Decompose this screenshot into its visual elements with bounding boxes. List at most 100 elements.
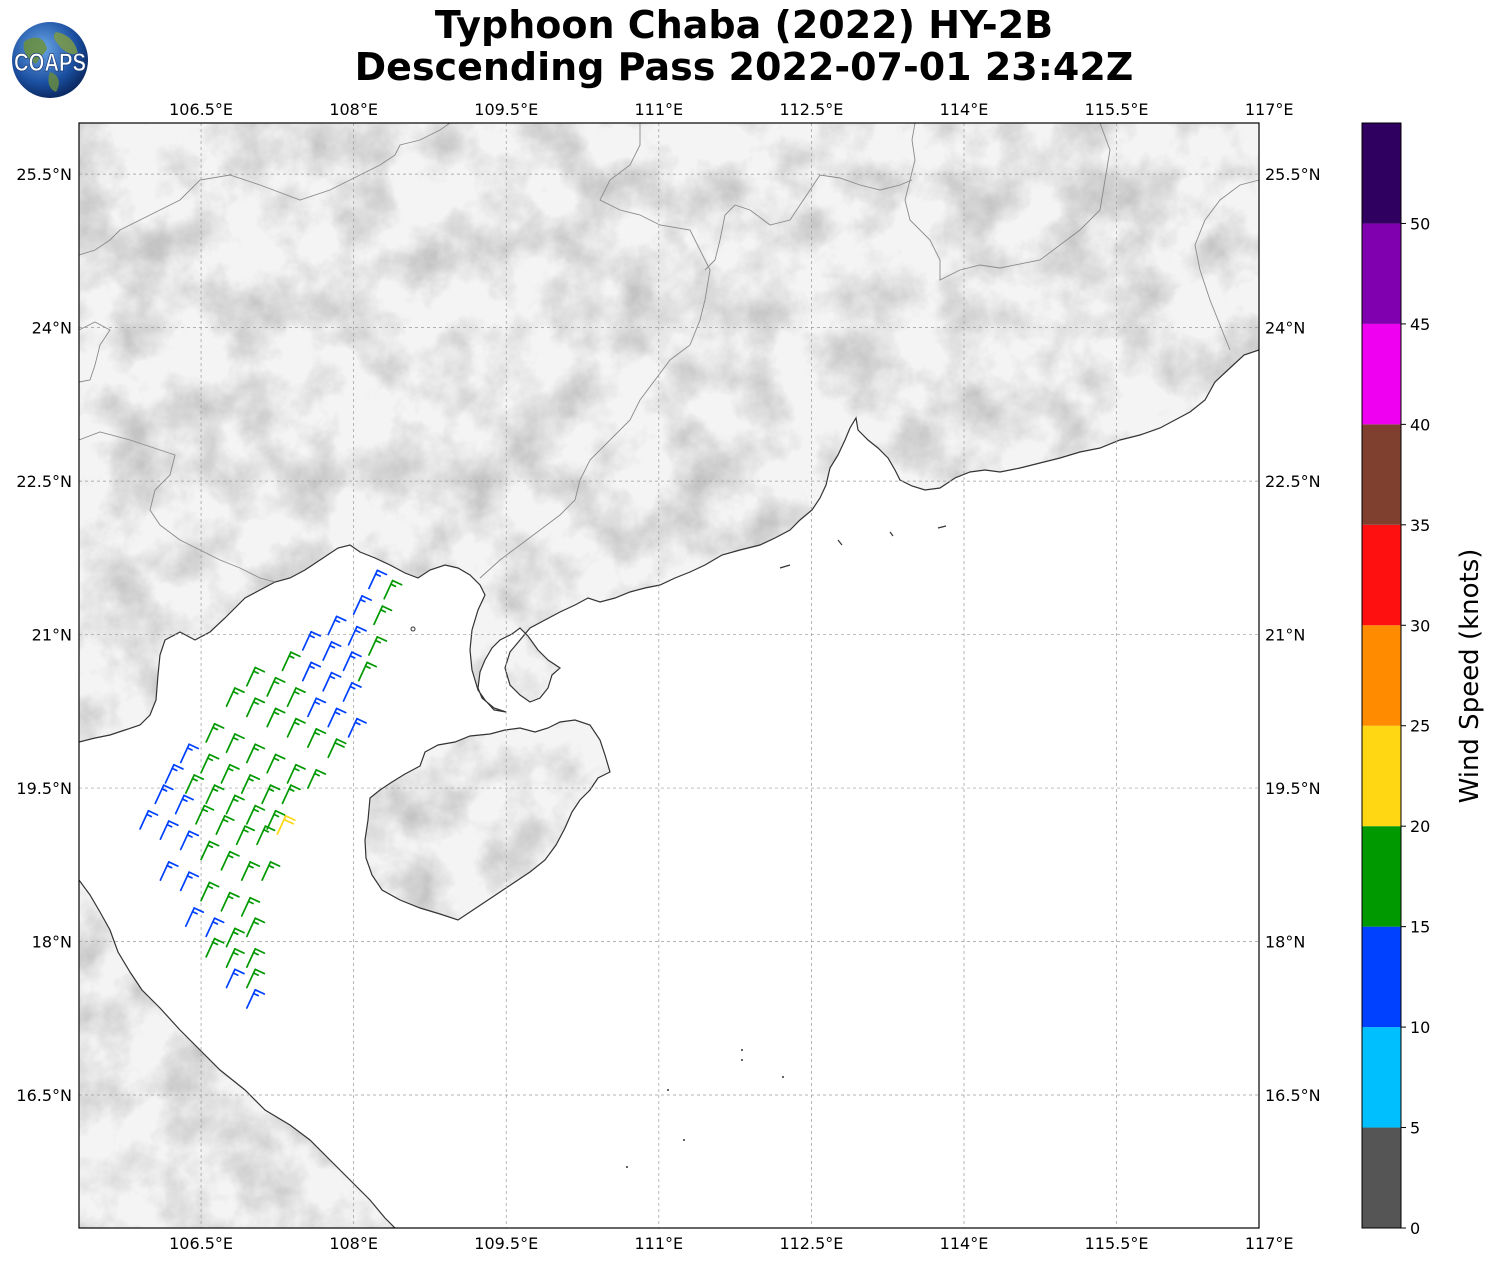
lon-tick-label: 117°E [1245,100,1294,119]
colorbar-tick-label: 10 [1410,1018,1430,1037]
wind-barb [286,763,306,784]
wind-barb [301,661,322,682]
wind-barbs [139,569,403,1009]
wind-barb [301,630,322,651]
wind-barb [164,763,184,784]
wind-barb [261,784,281,805]
wind-barb [327,615,347,636]
wind-barb [266,753,286,774]
wind-barb [220,891,240,912]
colorbar-bin [1362,524,1401,626]
wind-barb [225,687,245,708]
lon-tick-label: 115.5°E [1085,100,1149,119]
map-background [79,123,1259,1228]
wind-barb [225,794,245,815]
colorbar-bin [1362,1027,1401,1128]
colorbar-bin [1362,323,1401,425]
lat-labels-right: 25.5°N 24°N 22.5°N 21°N 19.5°N 18°N 16.5°N [1265,165,1321,1105]
lon-tick-label: 106.5°E [169,1234,233,1253]
colorbar-tick-label: 45 [1410,315,1430,334]
wind-barb [179,871,200,892]
colorbar-bin [1362,725,1401,827]
map-title: Typhoon Chaba (2022) HY-2B Descending Pa… [0,4,1488,88]
wind-barb [256,825,276,846]
wind-barb [307,728,327,748]
lat-tick-label: 19.5°N [16,779,72,798]
colorbar-tick-label: 40 [1410,415,1430,434]
lon-tick-label: 111°E [634,1234,683,1253]
lat-tick-label: 25.5°N [16,165,72,184]
lat-tick-label: 18°N [1265,933,1305,952]
wind-barb [184,907,205,928]
lon-tick-label: 117°E [1245,1234,1294,1253]
wind-barb [225,968,245,989]
colorbar-tick-label: 30 [1410,616,1430,635]
wind-barb [322,671,342,692]
wind-barb [179,830,200,851]
wind-barb [205,784,225,805]
wind-barb [179,743,200,764]
lat-tick-label: 18°N [32,933,72,952]
lat-tick-label: 22.5°N [16,472,72,491]
wind-barb [200,753,220,774]
lat-tick-label: 22.5°N [1265,472,1321,491]
colorbar-tick-label: 35 [1410,516,1430,535]
wind-barb [266,707,286,728]
colorbar-bin [1362,826,1401,927]
wind-barb [357,661,378,682]
islands [410,626,784,1168]
lat-tick-label: 24°N [32,319,72,338]
wind-barb [286,717,306,738]
wind-barb [240,896,261,917]
wind-barb [240,861,261,881]
wind-barb [347,717,367,738]
wind-barb [154,784,174,805]
colorbar-frame [1361,122,1402,1229]
lon-tick-label: 108°E [329,100,378,119]
wind-barb [307,697,327,718]
wind-barb [368,569,388,590]
wind-barb [276,815,296,835]
wind-barb [225,927,245,948]
wind-barb [342,651,362,672]
wind-barb [327,707,347,728]
title-line-2: Descending Pass 2022-07-01 23:42Z [354,45,1134,89]
colorbar-tick-label: 50 [1410,214,1430,233]
colorbar-bin [1362,926,1401,1028]
gridlines [79,123,1259,1228]
title-line-1: Typhoon Chaba (2022) HY-2B [434,3,1054,47]
wind-barb [245,666,266,687]
colorbar-bin [1362,625,1401,726]
wind-barb [245,743,266,764]
colorbar-bin [1362,123,1401,224]
wind-barb [327,738,347,759]
colorbar-tick-label: 25 [1410,717,1430,736]
wind-barb [347,625,367,646]
colorbar-bin [1362,424,1401,525]
wind-barb [383,579,403,600]
wind-barb [286,687,306,708]
wind-barb [200,881,220,902]
colorbar-tick-label: 0 [1410,1219,1420,1238]
wind-barb [215,815,235,835]
lon-tick-label: 109.5°E [474,100,538,119]
lon-tick-label: 108°E [329,1234,378,1253]
lon-tick-label: 115.5°E [1085,1234,1149,1253]
lon-tick-label: 112.5°E [779,100,843,119]
lat-tick-label: 19.5°N [1265,779,1321,798]
wind-barb [245,948,266,968]
wind-barb [322,641,342,662]
wind-barb [200,840,220,861]
wind-barb [220,763,240,784]
lat-tick-label: 24°N [1265,319,1305,338]
lat-tick-label: 16.5°N [16,1086,72,1105]
wind-barb [281,651,301,672]
wind-barb [261,861,281,881]
logo-text: COAPS [14,49,86,77]
coastline [79,349,1259,1228]
lon-tick-label: 112.5°E [779,1234,843,1253]
wind-barb [245,697,266,718]
wind-barb [245,968,266,989]
wind-barb [373,605,393,626]
